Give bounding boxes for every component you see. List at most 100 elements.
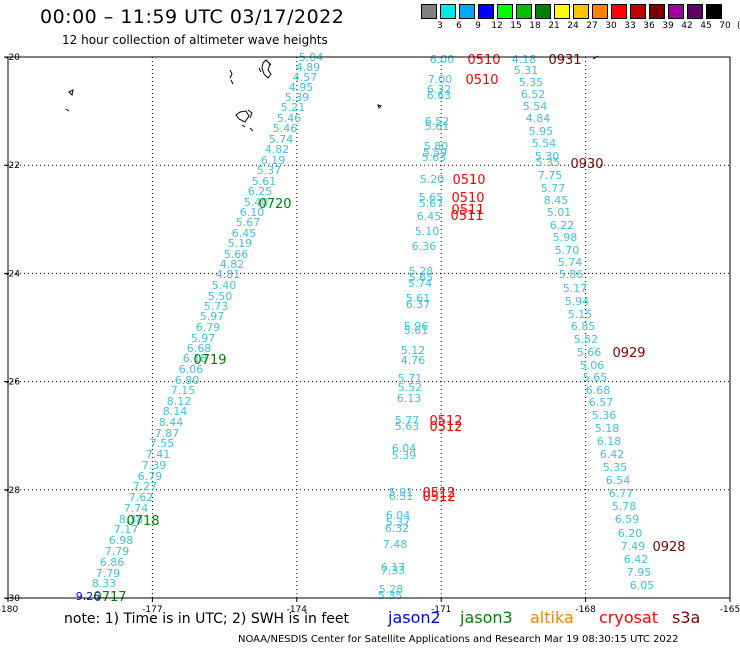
wave-height-label: 8.12 [167,395,192,408]
wave-height-label: 7.33 [381,564,406,577]
wave-height-label: 5.73 [204,300,229,313]
legend-label: 15 [510,21,522,31]
pass-time-label: 0510 [451,191,484,206]
pass-time-label: 0928 [652,540,685,555]
wave-height-label: 6.52 [425,115,450,128]
pass-time-label: 0718 [126,514,159,529]
wave-height-label: 6.25 [248,185,273,198]
wave-height-label: 5.97 [200,310,225,323]
island-shape [258,67,262,73]
wave-height-label: 6.00 [430,53,455,66]
legend-label: 6 [456,21,462,31]
legend-swatch [668,4,684,19]
wave-height-label: 7.75 [538,169,563,182]
wave-height-label: 6.18 [597,435,622,448]
lat-tick-label: -30 [5,594,20,604]
wave-height-label: 7.00 [428,73,453,86]
wave-height-label: 5.74 [408,277,433,290]
wave-height-label: 7.79 [105,545,130,558]
lon-tick-label: -174 [287,605,308,615]
map-title: 00:00 – 11:59 UTC 03/17/2022 [40,6,345,28]
wave-height-label: 4.89 [296,61,321,74]
wave-height-label: 8.14 [163,405,188,418]
legend-swatch [440,4,456,19]
wave-height-label: 5.52 [574,333,599,346]
wave-height-label: 6.42 [600,448,625,461]
wave-height-label: 5.95 [529,125,554,138]
footer-credit: NOAA/NESDIS Center for Satellite Applica… [238,634,679,645]
wave-height-label: 5.54 [523,100,548,113]
wave-height-label: 7.27 [133,480,158,493]
wave-height-label: 5.61 [252,175,277,188]
satellite-s3a: s3a [672,608,701,627]
wave-height-label: 7.17 [114,523,139,536]
wave-height-label: 5.18 [595,422,620,435]
wave-height-label: 6.45 [232,227,257,240]
wave-height-label: 5.63 [422,151,447,164]
island-shape [68,89,74,97]
wave-height-label: 5.65 [419,191,444,204]
wave-height-label: 7.74 [124,502,149,515]
legend-swatch [421,4,437,19]
wave-height-label: 4.57 [293,71,318,84]
legend-label: 36 [643,21,655,31]
island-shape [65,108,70,112]
pass-time-label: 0512 [429,420,462,435]
wave-height-label: 5.06 [580,359,605,372]
track-1: 5.044.894.574.955.395.215.465.465.744.82… [76,51,324,605]
wave-height-label: 6.32 [427,83,452,96]
wave-height-label: 5.35 [519,76,544,89]
wave-height-label: 7.15 [171,384,196,397]
wave-height-label: 5.65 [583,371,608,384]
wave-height-label: 5.19 [228,237,253,250]
lon-tick-label: -177 [142,605,162,615]
wave-height-label: 5.65 [409,271,434,284]
wave-height-label: 7.39 [142,459,167,472]
pass-time-label: 0931 [548,53,581,68]
wave-height-label: 6.79 [138,470,163,483]
wave-height-label: 6.52 [521,88,546,101]
wave-height-label: 5.61 [425,120,450,133]
wave-height-label: 5.66 [224,248,249,261]
wave-height-label: 4.76 [401,354,426,367]
wave-height-label: 6.22 [550,219,575,232]
wave-height-label: 6.45 [417,210,442,223]
wave-height-label: 6.36 [412,240,437,253]
axis-labels: -180 -177 -174 -171 -168 -165 -20 -22 -24 -26 -28 -… [0,53,740,615]
legend-swatch [706,4,722,19]
grid-lines [8,57,730,598]
lat-tick-label: -28 [5,486,20,496]
lat-tick-label: -20 [5,53,20,63]
wave-height-label: 5.50 [208,290,233,303]
wave-height-label: 5.21 [281,101,306,114]
legend-label: 42 [681,21,693,31]
pass-time-label: 0512 [422,490,455,505]
wave-height-label: 5.40 [244,196,269,209]
pass-time-label: 0510 [467,53,500,68]
wave-height-label: 5.77 [541,182,566,195]
pass-time-label: 0511 [450,209,483,224]
wave-height-label: 5.54 [532,137,557,150]
satellite-altika: altika [530,608,574,627]
wave-height-label: 5.94 [565,295,590,308]
wave-height-label: 6.04 [386,509,411,522]
wave-height-label: 5.31 [514,64,539,77]
wave-height-label: 5.61 [404,324,429,337]
wave-height-label: 5.96 [404,320,429,333]
legend-unit: (ft) [737,21,740,31]
legend-label: 45 [700,21,712,31]
wave-height-label: 6.79 [196,321,221,334]
wave-height-label: 5.35 [603,461,628,474]
wave-height-label: 5.39 [392,449,417,462]
wave-height-label: 9.26 [76,590,101,603]
wave-height-label: 5.35 [378,589,403,602]
wave-height-label: 7.95 [627,566,652,579]
pass-time-label: 0719 [193,353,226,368]
wave-height-label: 5.98 [553,231,578,244]
lon-tick-label: -168 [575,605,596,615]
map-subtitle: 12 hour collection of altimeter wave hei… [62,33,328,47]
track-2: 6.007.006.326.636.525.615.805.595.635.20… [378,53,501,602]
wave-height-label: 6.77 [609,487,634,500]
wave-height-label: 5.37 [257,164,282,177]
